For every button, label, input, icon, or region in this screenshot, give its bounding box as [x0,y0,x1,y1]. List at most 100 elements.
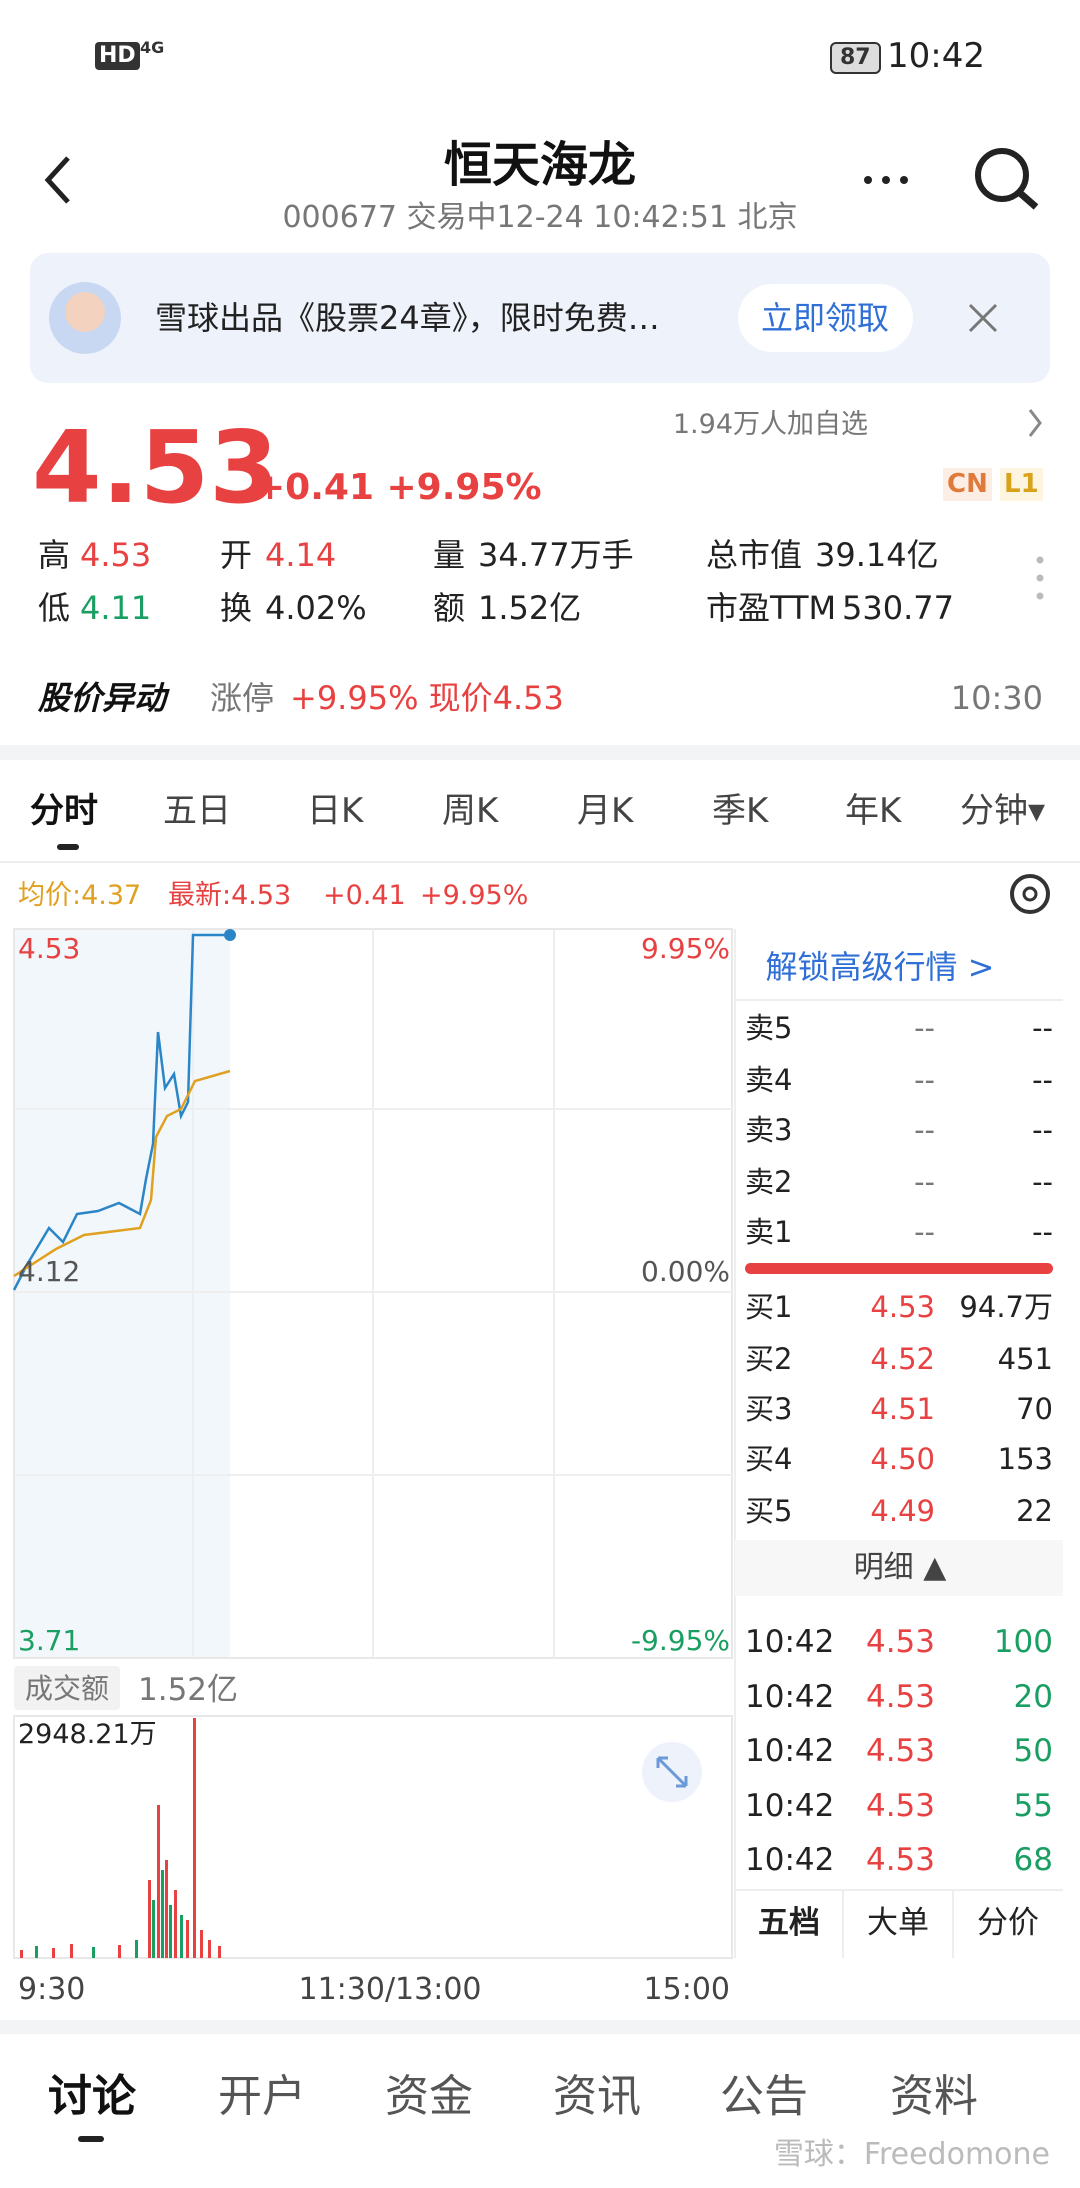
back-icon[interactable] [44,156,70,204]
label: 买4 [745,1442,793,1476]
tabs[interactable]: 五档 [758,1904,820,1941]
time: 10:42 [745,1841,835,1878]
volume: 70 [1016,1392,1053,1426]
price: 4.53 [865,1678,935,1715]
last-dot [224,929,236,941]
time: 10:42 [887,35,985,76]
chart-tabs[interactable]: 周K [442,790,499,831]
chart-tabs[interactable]: 年K [845,790,902,831]
tabs[interactable]: 大单 [867,1904,929,1941]
volume: -- [1032,1011,1053,1045]
volume: 100 [993,1623,1053,1660]
battery: 87 [830,42,881,74]
time: 10:42 [745,1623,835,1660]
settings-icon[interactable] [1010,874,1050,914]
bottom-tabs[interactable]: 资讯 [553,2070,641,2122]
chart-tabs[interactable]: 日K [307,790,364,831]
avg-line [13,1069,231,1278]
unlock[interactable]: 解锁高级行情 > [765,948,995,986]
price: 4.53 [865,1841,935,1878]
label: 成交额 [24,1671,109,1705]
time-axis: 11:30/13:00 [298,1972,482,2007]
label: 卖3 [745,1113,793,1147]
tab-underline [78,2136,104,2142]
volume: -- [1032,1113,1053,1147]
detail-header-bg [735,1540,1063,1596]
total: 1.52亿 [138,1671,239,1708]
title[interactable]: 明细 ▲ [853,1550,947,1585]
volume-frame [13,1715,733,1959]
tabs[interactable]: 分价 [977,1904,1039,1941]
price: 4.49 [870,1494,935,1528]
time: 10:42 [745,1732,835,1769]
value: 39.14亿 [815,536,939,574]
bottom-tabs[interactable]: 开户 [218,2070,306,2122]
label: 市盈TTM [706,589,837,627]
session-shade [14,929,230,1658]
avg: 均价:4.37 [18,880,142,911]
label: 量 [433,536,466,574]
avatar-face [65,292,105,332]
watermark: 雪球：Freedomone [773,2137,1050,2172]
badges: L1 [1000,467,1043,501]
tag: 涨停 [210,679,275,717]
time: 10:42 [745,1787,835,1824]
change: +0.41 [323,880,406,911]
chevron[interactable] [1028,409,1042,437]
volume-label-bg [14,1666,120,1710]
bottom-tabs[interactable]: 资料 [890,2070,978,2122]
label: 卖1 [745,1215,793,1249]
value: 4.14 [265,536,337,574]
mid-pct: 0.00% [641,1254,730,1288]
separator [0,2020,1080,2034]
label: 买5 [745,1494,793,1528]
time: 10:30 [950,679,1043,717]
time: 10:42 [745,1678,835,1715]
search-icon[interactable] [975,148,1029,202]
latest: 最新:4.53 [168,880,292,911]
time-axis: 9:30 [18,1972,86,2007]
bottom-tabs[interactable]: 讨论 [48,2070,136,2122]
label: 买2 [745,1342,793,1376]
label: 买1 [745,1290,793,1324]
price: 4.53 [865,1623,935,1660]
price: 4.53 [870,1290,935,1324]
price: 4.53 [865,1732,935,1769]
followers: 1.94万人加自选 [672,409,868,440]
value: 4.02% [265,589,367,627]
price: -- [914,1011,935,1045]
mid: 4.12 [18,1254,81,1288]
chart-grid [14,929,732,1658]
price: 4.51 [870,1392,935,1426]
close-icon[interactable] [968,303,998,333]
volume-bars [20,1718,221,1958]
volume: 94.7万 [959,1290,1053,1324]
price: 4.52 [870,1342,935,1376]
button[interactable]: 立即领取 [760,299,889,337]
title: 股价异动 [38,679,167,717]
bottom-tabs[interactable]: 资金 [385,2070,473,2122]
price: 4.53 [32,408,279,526]
title: 恒天海龙 [443,137,636,193]
price: 4.53 [865,1787,935,1824]
top: 4.53 [18,931,81,965]
network: HD [95,42,140,70]
chart-tabs[interactable]: 分时 [30,790,98,831]
volume: 55 [1013,1787,1053,1824]
banner-button-bg[interactable] [738,284,913,352]
label: 换 [220,589,253,627]
volume: 20 [1013,1678,1053,1715]
label: 高 [38,536,71,574]
label: 总市值 [706,536,803,574]
pct: +9.95% [420,880,529,911]
chart-tabs[interactable]: 月K [577,790,634,831]
chart-tabs[interactable]: 季K [712,790,769,831]
badges: CN [943,467,992,501]
chart-tabs[interactable]: 五日 [163,790,231,831]
chart-tabs[interactable]: 分钟▾ [960,790,1046,831]
bottom-tabs[interactable]: 公告 [720,2070,808,2122]
label: 卖2 [745,1165,793,1199]
volume: 153 [997,1442,1053,1476]
more-icon[interactable] [864,176,872,184]
